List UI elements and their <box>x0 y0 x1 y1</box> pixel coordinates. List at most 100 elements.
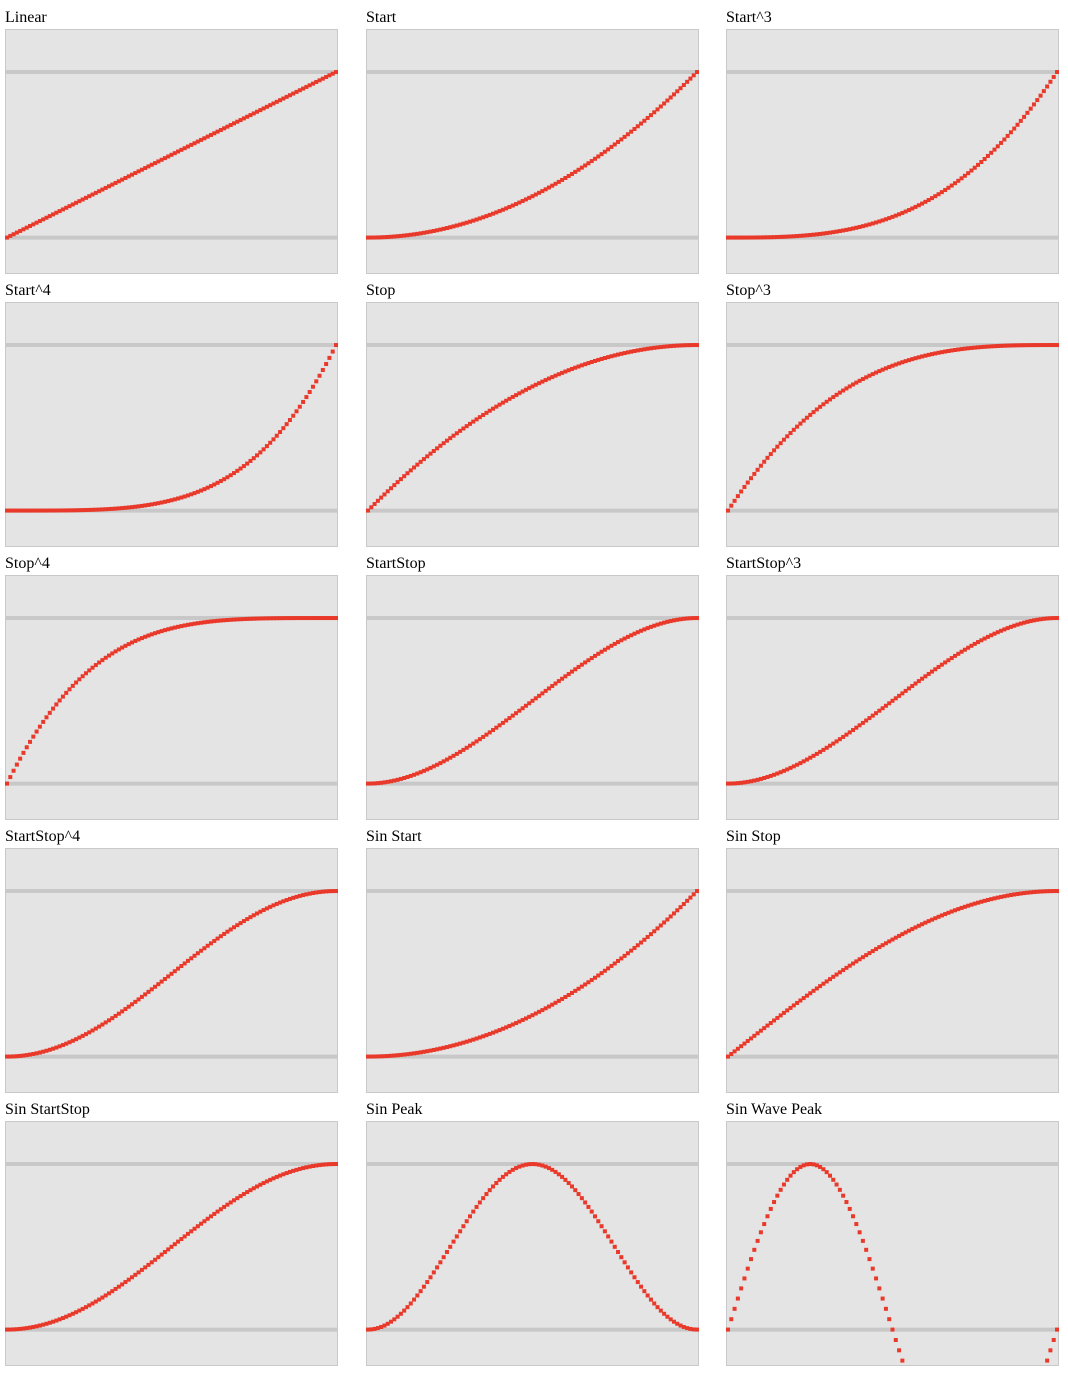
curve-point <box>762 459 767 464</box>
chart-panel: Stop^3 <box>721 273 1059 547</box>
curve-point <box>933 667 938 672</box>
curve-point <box>665 619 670 624</box>
curve-point <box>678 905 683 910</box>
curve-point <box>606 147 611 152</box>
curve-point <box>484 1192 489 1197</box>
curve-point <box>366 1327 370 1332</box>
curve-point <box>781 1010 786 1015</box>
curve-point <box>235 119 240 124</box>
curve-point <box>481 412 486 417</box>
curve-point <box>569 990 574 995</box>
curve-point <box>467 1214 472 1219</box>
curve-point <box>34 729 39 734</box>
curve-point <box>563 674 568 679</box>
curve-point <box>481 734 486 739</box>
curve-point <box>837 970 842 975</box>
curve-point <box>926 352 931 357</box>
curve-point <box>775 771 780 776</box>
curve-point <box>425 767 430 772</box>
curve-point <box>366 235 370 240</box>
curve-point <box>837 229 842 234</box>
curve-point <box>550 683 555 688</box>
curve-point <box>47 1320 52 1325</box>
curve-point <box>851 1214 856 1219</box>
curve-point <box>546 686 551 691</box>
curve-point <box>287 1169 292 1174</box>
curve-point <box>900 932 905 937</box>
curve-point <box>44 215 49 220</box>
chart-title: Linear <box>5 9 47 26</box>
curve-point <box>402 1308 407 1313</box>
curve-point <box>827 977 832 982</box>
curve-point <box>599 971 604 976</box>
curve-point <box>327 616 332 621</box>
curve-point <box>606 966 611 971</box>
curve-point <box>494 404 499 409</box>
curve-point <box>136 637 141 642</box>
curve-point <box>251 1186 256 1191</box>
curve-point <box>550 183 555 188</box>
curve-point <box>31 1324 36 1329</box>
curve-point <box>857 1230 862 1235</box>
curve-point <box>639 121 644 126</box>
curve-point <box>762 1026 767 1031</box>
curve-point <box>441 226 446 231</box>
curve-point <box>864 1247 869 1252</box>
curve-point <box>1048 79 1053 84</box>
curve-point <box>897 361 902 366</box>
curve-point <box>372 502 377 507</box>
curve-point <box>291 91 296 96</box>
curve-point <box>41 217 46 222</box>
curve-point <box>639 940 644 945</box>
curve-point <box>24 1326 29 1331</box>
curve-point <box>212 131 217 136</box>
curve-point <box>278 430 283 435</box>
curve-point <box>11 768 16 773</box>
curve-point <box>943 349 948 354</box>
curve-point <box>484 732 489 737</box>
curve-point <box>199 948 204 953</box>
curve-point <box>801 233 806 238</box>
curve-point <box>814 986 819 991</box>
curve-point <box>956 651 961 656</box>
curve-point <box>106 1291 111 1296</box>
curve-point <box>959 176 964 181</box>
curve-point <box>268 904 273 909</box>
curve-point <box>804 993 809 998</box>
curve-point <box>691 1327 696 1332</box>
curve-point <box>768 452 773 457</box>
curve-point <box>745 480 750 485</box>
curve-point <box>218 1207 223 1212</box>
curve-point <box>851 961 856 966</box>
curve-point <box>471 1037 476 1042</box>
curve-point <box>497 402 502 407</box>
curve-point <box>841 1193 846 1198</box>
curve-point <box>205 943 210 948</box>
curve-point <box>458 222 463 227</box>
curve-point <box>314 616 319 621</box>
curve-point <box>593 156 598 161</box>
curve-point <box>625 634 630 639</box>
curve-point <box>215 618 220 623</box>
curve-point <box>395 234 400 239</box>
curve-point <box>126 505 131 510</box>
curve-point <box>159 1252 164 1257</box>
curve-point <box>477 1200 482 1205</box>
curve-point <box>31 222 36 227</box>
curve-point <box>103 1293 108 1298</box>
curve-point <box>74 1310 79 1315</box>
curve-point <box>123 643 128 648</box>
curve-point <box>241 1192 246 1197</box>
curve-point <box>844 1200 849 1205</box>
curve-point <box>149 502 154 507</box>
curve-point <box>444 1045 449 1050</box>
curve-point <box>284 1171 289 1176</box>
curve-point <box>153 161 158 166</box>
curve-point <box>632 126 637 131</box>
curve-point <box>857 224 862 229</box>
curve-point <box>271 903 276 908</box>
curve-point <box>1018 118 1023 123</box>
curve-point <box>514 1021 519 1026</box>
curve-point <box>870 221 875 226</box>
curve-point <box>824 745 829 750</box>
